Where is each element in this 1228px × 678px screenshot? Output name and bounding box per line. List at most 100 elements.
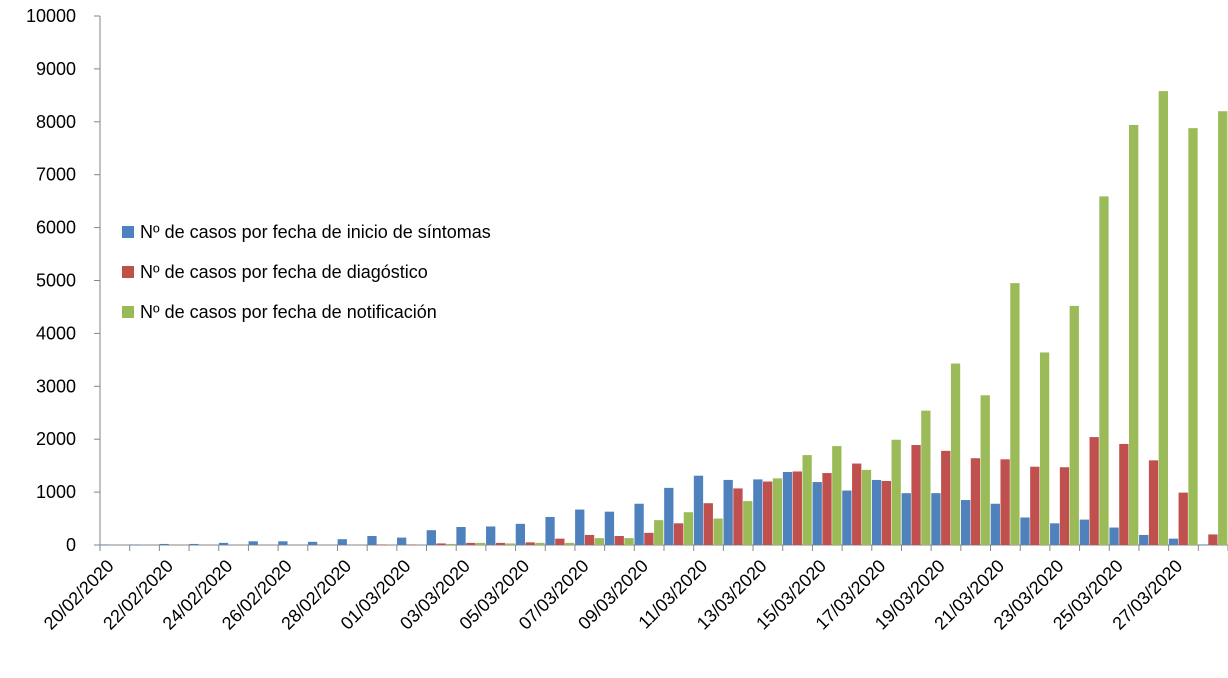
bar [693, 475, 704, 545]
bar [1119, 443, 1129, 545]
bar [723, 479, 733, 545]
bar [1050, 523, 1060, 545]
y-tick-label: 7000 [36, 165, 76, 185]
bar [822, 473, 832, 545]
bar [753, 479, 763, 545]
bar [1099, 196, 1109, 545]
bar [1158, 91, 1168, 546]
bar [683, 512, 694, 545]
y-tick-label: 10000 [26, 6, 76, 26]
bar [921, 410, 931, 545]
bar [525, 542, 535, 545]
bar [436, 543, 446, 545]
bar [604, 511, 615, 545]
bar [486, 526, 496, 545]
bar [1089, 437, 1099, 545]
bar [970, 458, 981, 545]
bar [861, 469, 872, 545]
bar [456, 527, 466, 545]
bar [406, 544, 417, 545]
bar [614, 536, 624, 545]
bar [495, 542, 506, 545]
bar [1000, 459, 1010, 545]
bar [1208, 534, 1218, 545]
bar [792, 471, 802, 545]
bar [426, 530, 436, 545]
bar [762, 481, 773, 545]
bar [1039, 352, 1050, 545]
bar [475, 542, 486, 545]
legend-label: Nº de casos por fecha de notificación [140, 302, 437, 322]
bar [1030, 466, 1040, 545]
bar [1148, 460, 1159, 545]
bar [446, 543, 456, 545]
bar [802, 455, 812, 545]
bar [1069, 305, 1079, 545]
bar [594, 538, 604, 545]
bar [545, 516, 555, 545]
bar [644, 532, 654, 545]
bar [911, 445, 921, 545]
bar [515, 523, 526, 545]
bar [278, 541, 288, 545]
bar [1168, 538, 1179, 545]
legend-swatch [122, 266, 134, 278]
y-tick-label: 1000 [36, 482, 76, 502]
bar [1198, 544, 1208, 545]
bar [248, 541, 258, 545]
bar [1139, 534, 1149, 545]
bar [159, 543, 169, 545]
bar [891, 439, 901, 545]
bar [842, 490, 852, 545]
bar [990, 503, 1000, 545]
bar [100, 544, 110, 545]
y-tick-label: 8000 [36, 112, 76, 132]
bar [377, 544, 387, 545]
y-tick-label: 4000 [36, 323, 76, 343]
bar [743, 501, 753, 545]
bar [634, 503, 644, 545]
y-tick-label: 6000 [36, 218, 76, 238]
bar [505, 543, 515, 545]
y-tick-label: 3000 [36, 376, 76, 396]
bar [931, 493, 941, 545]
bar [1109, 527, 1119, 545]
bar [832, 446, 842, 545]
bar [575, 509, 585, 545]
y-tick-label: 9000 [36, 59, 76, 79]
bar [772, 478, 783, 545]
bar [812, 482, 822, 545]
legend-label: Nº de casos por fecha de inicio de sínto… [140, 222, 491, 242]
bar [624, 538, 634, 545]
bar [1020, 517, 1030, 545]
bar [950, 363, 961, 545]
bar [367, 536, 377, 545]
bar [871, 479, 882, 545]
legend-swatch [122, 306, 134, 318]
bar [1059, 467, 1070, 545]
legend-label: Nº de casos por fecha de diagóstico [140, 262, 428, 282]
bar [703, 503, 713, 545]
bar [129, 544, 140, 545]
bar [664, 487, 674, 545]
y-tick-label: 5000 [36, 271, 76, 291]
bar [941, 450, 951, 545]
bar [960, 500, 971, 545]
y-tick-label: 0 [66, 535, 76, 555]
bar [337, 539, 347, 545]
bar [901, 493, 911, 545]
bar [189, 543, 199, 545]
bar [584, 534, 595, 545]
bar [713, 518, 723, 545]
bar [218, 542, 229, 545]
bar [466, 542, 476, 545]
bar [782, 471, 793, 545]
bar [1079, 519, 1090, 545]
bar [673, 523, 684, 545]
y-tick-label: 2000 [36, 429, 76, 449]
legend-swatch [122, 226, 134, 238]
bar [980, 395, 990, 545]
bar [1218, 111, 1228, 545]
bar [555, 538, 565, 545]
